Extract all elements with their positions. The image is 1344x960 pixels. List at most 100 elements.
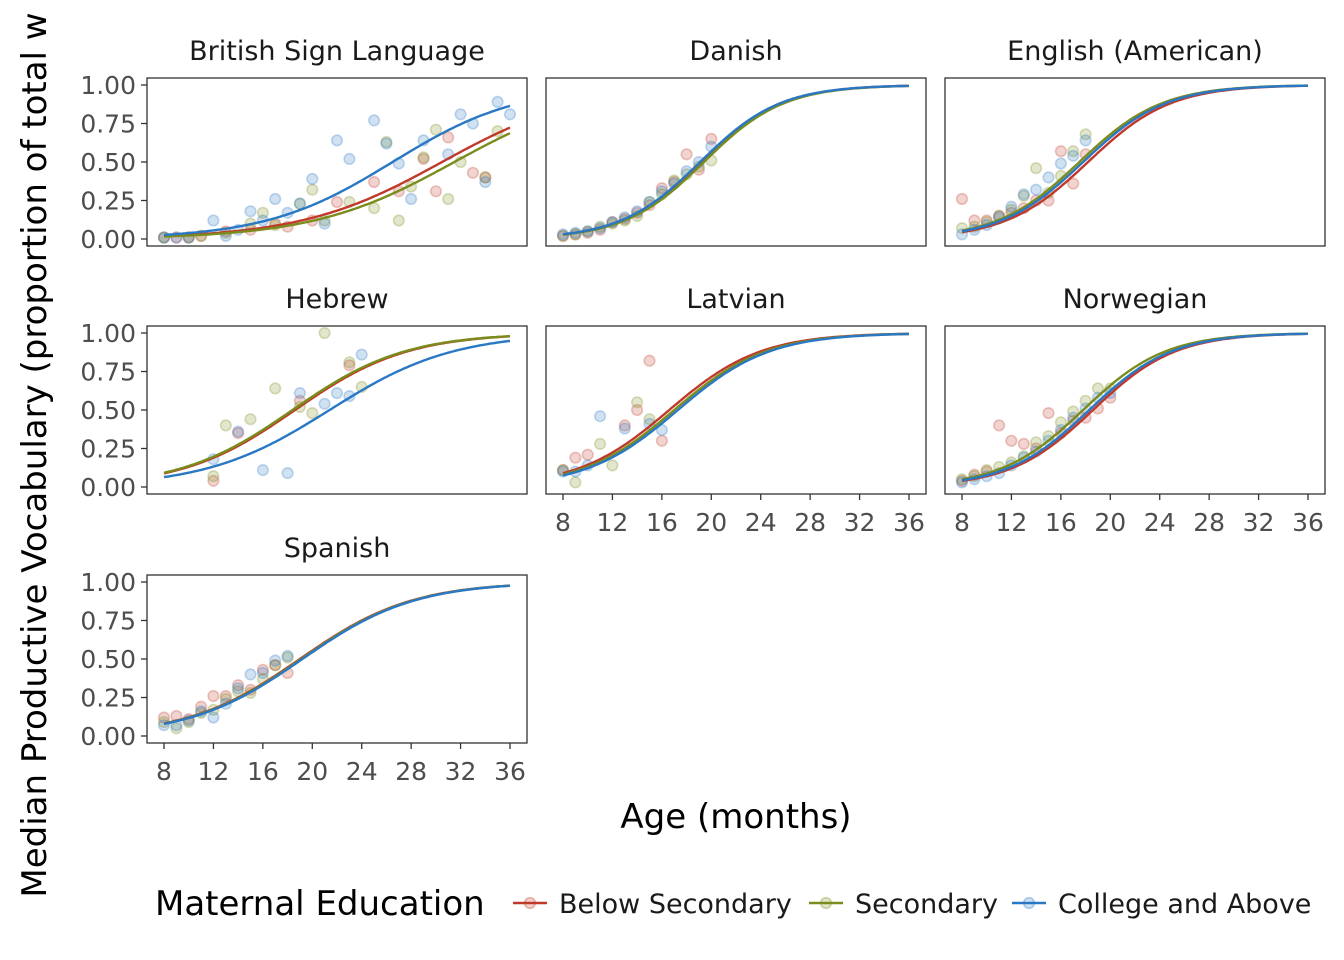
data-point-below-secondary (705, 132, 718, 145)
x-tick-label: 20 (695, 508, 727, 537)
x-tick-label: 8 (954, 508, 970, 537)
data-point-college-and-above (269, 192, 282, 206)
data-point-secondary (606, 459, 619, 472)
data-point-below-secondary (1054, 145, 1067, 158)
x-tick-label: 20 (296, 757, 328, 786)
data-point-college-and-above (618, 422, 631, 435)
x-tick-label: 32 (445, 757, 477, 786)
data-point-below-secondary (466, 166, 480, 179)
data-point-below-secondary (232, 427, 245, 440)
panel-latvian: Latvian 8 12 16 20 24 28 32 36 (545, 284, 927, 537)
curve-college-and-above (163, 339, 511, 479)
panel-hebrew: Hebrew 0.00 0.25 0.50 0.75 1.00 (80, 284, 528, 502)
legend-entry-secondary: Secondary (809, 889, 998, 920)
data-point-below-secondary (1042, 407, 1055, 420)
panel-danish: Danish (545, 36, 927, 247)
y-tick-label: 1.00 (80, 71, 136, 100)
data-point-secondary (306, 183, 319, 196)
panel-spanish: Spanish 0.00 0.25 0.50 0.75 1.00 8 12 16 20 24 28 32… (80, 533, 528, 786)
y-tick-label: 0.25 (80, 187, 136, 216)
data-point-college-and-above (1005, 200, 1018, 213)
data-point-below-secondary (1017, 437, 1030, 451)
legend-title: Maternal Education (155, 884, 485, 924)
x-tick-label: 24 (346, 757, 378, 786)
x-tick-label: 36 (1292, 508, 1324, 537)
data-point-below-secondary (343, 359, 356, 372)
data-point-college-and-above (207, 711, 220, 724)
panel-border (146, 77, 528, 247)
data-point-below-secondary (219, 689, 232, 703)
data-point-secondary (318, 326, 331, 340)
data-point-secondary (170, 722, 183, 735)
data-point-college-and-above (1017, 188, 1030, 201)
data-point-secondary (380, 135, 393, 149)
data-point-secondary (269, 659, 282, 672)
data-point-below-secondary (1067, 177, 1080, 190)
panel-title-british-sign-language: British Sign Language (189, 36, 485, 67)
panel-title-spanish: Spanish (284, 533, 391, 564)
y-tick-label: 0.50 (80, 148, 136, 177)
data-point-below-secondary (680, 148, 693, 161)
data-point-college-and-above (454, 108, 467, 121)
data-point-secondary (417, 151, 430, 164)
data-point-secondary (429, 123, 443, 136)
data-point-college-and-above (405, 192, 418, 206)
legend-key-point (1022, 896, 1036, 910)
x-tick-label: 28 (1193, 508, 1225, 537)
y-tick-label: 0.50 (80, 396, 136, 425)
x-tick-label: 24 (745, 508, 777, 537)
data-point-below-secondary (655, 182, 669, 195)
data-point-college-and-above (1067, 149, 1080, 162)
data-point-secondary (1079, 128, 1092, 141)
curve-secondary (562, 332, 910, 476)
panel-title-hebrew: Hebrew (285, 284, 388, 315)
data-point-below-secondary (368, 175, 381, 189)
y-tick-label: 0.25 (80, 684, 136, 713)
data-point-below-secondary (479, 171, 492, 184)
data-point-college-and-above (244, 205, 257, 218)
curve-secondary (163, 132, 511, 238)
data-point-below-secondary (569, 451, 582, 464)
y-tick-label: 0.00 (80, 225, 136, 254)
data-point-below-secondary (195, 700, 208, 713)
x-tick-label: 8 (156, 757, 172, 786)
data-point-college-and-above (281, 467, 294, 480)
legend-key-point (523, 896, 537, 910)
panel-border (545, 77, 927, 247)
data-point-college-and-above (244, 668, 257, 681)
curve-college-and-above (562, 332, 909, 477)
data-point-secondary (1091, 382, 1104, 395)
x-tick-label: 12 (597, 508, 629, 537)
y-tick-label: 0.25 (80, 435, 136, 464)
data-point-college-and-above (343, 152, 356, 165)
data-point-secondary (1054, 416, 1067, 429)
data-point-below-secondary (207, 474, 220, 487)
x-tick-label: 36 (494, 757, 526, 786)
data-point-secondary (1029, 162, 1043, 175)
data-point-college-and-above (269, 654, 282, 667)
x-tick-label: 28 (395, 757, 427, 786)
data-point-below-secondary (581, 448, 594, 461)
data-point-college-and-above (293, 387, 307, 400)
panel-title-english-american: English (American) (1007, 36, 1263, 67)
data-point-below-secondary (643, 354, 656, 367)
x-tick-label: 16 (247, 757, 279, 786)
data-point-college-and-above (330, 387, 344, 400)
data-point-below-secondary (968, 214, 981, 227)
curve-college-and-above (961, 84, 1308, 233)
y-tick-label: 0.00 (80, 473, 136, 502)
data-point-below-secondary (992, 419, 1006, 432)
data-point-below-secondary (1005, 434, 1018, 447)
data-point-secondary (1029, 436, 1043, 449)
data-point-secondary (219, 419, 232, 432)
data-point-college-and-above (306, 172, 319, 185)
x-tick-label: 36 (893, 508, 925, 537)
legend-key-point (819, 896, 833, 910)
data-point-below-secondary (955, 192, 969, 206)
curve-secondary (562, 84, 909, 236)
data-point-secondary (643, 413, 656, 426)
curve-college-and-above (163, 104, 511, 237)
data-point-below-secondary (207, 689, 220, 703)
y-tick-label: 0.75 (80, 110, 136, 139)
data-point-college-and-above (318, 397, 331, 410)
